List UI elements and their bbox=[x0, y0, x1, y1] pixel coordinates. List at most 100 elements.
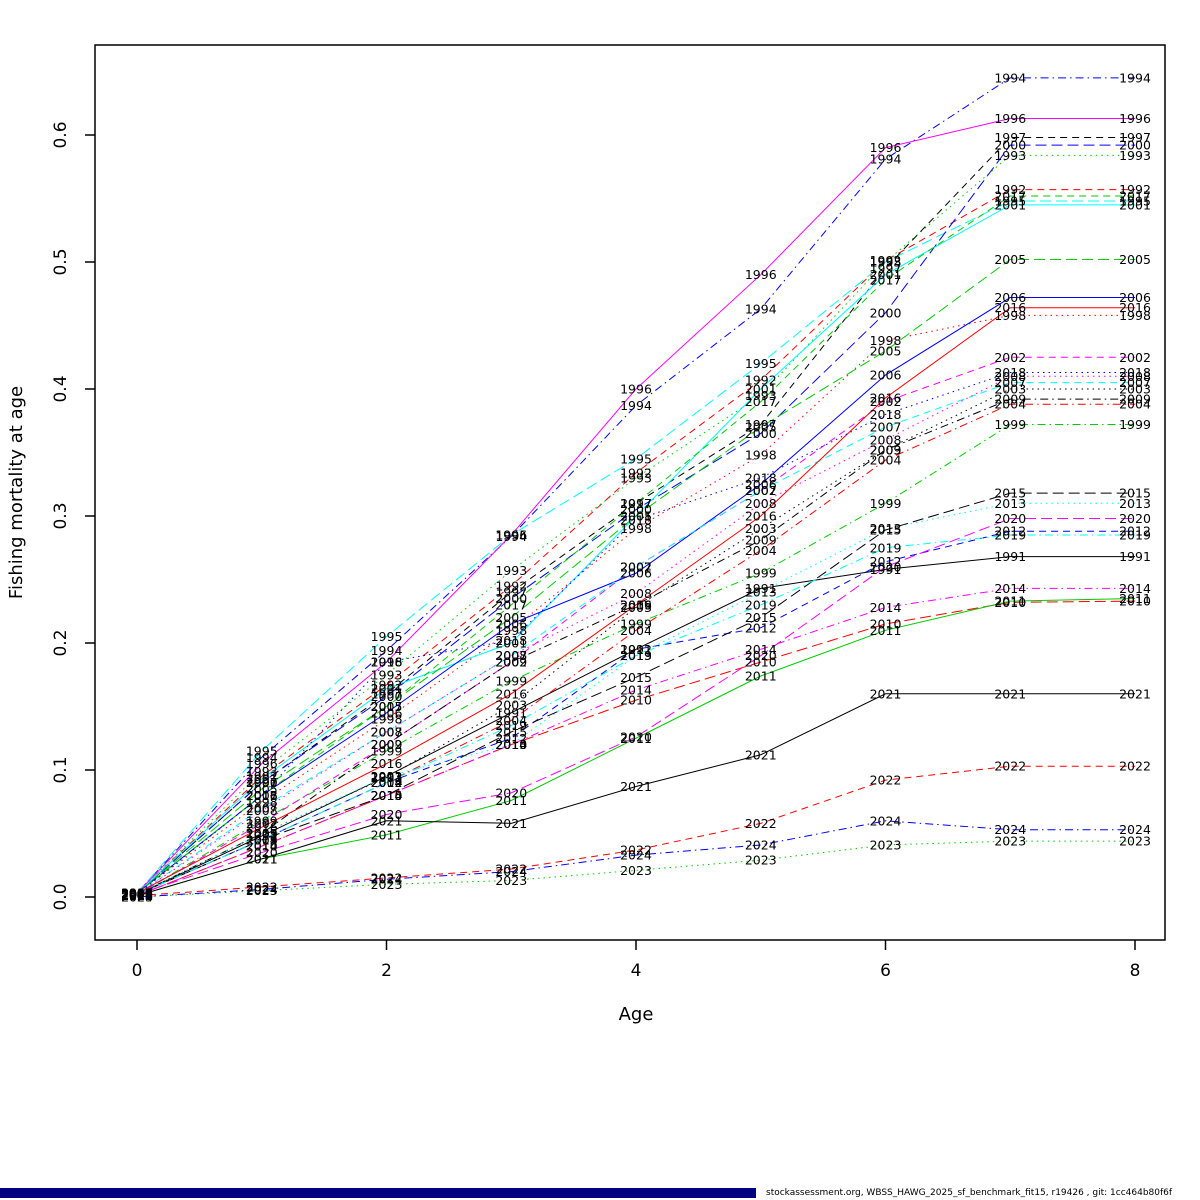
point-label-2015: 2015 bbox=[246, 832, 278, 847]
point-label-2000: 2000 bbox=[246, 775, 278, 790]
point-label-2021: 2021 bbox=[246, 851, 278, 866]
series-line-2017 bbox=[136, 195, 1135, 894]
point-label-1999: 1999 bbox=[121, 887, 153, 902]
point-label-2013: 2013 bbox=[371, 769, 403, 784]
point-label-2018: 2018 bbox=[870, 407, 902, 422]
point-label-2000: 2000 bbox=[870, 305, 902, 320]
point-label-2024: 2024 bbox=[745, 837, 777, 852]
point-label-2008: 2008 bbox=[620, 586, 652, 601]
point-label-2017: 2017 bbox=[994, 188, 1026, 203]
point-label-2016: 2016 bbox=[620, 597, 652, 612]
point-label-2020: 2020 bbox=[994, 511, 1026, 526]
point-label-2021: 2021 bbox=[495, 816, 527, 831]
point-label-2024: 2024 bbox=[1119, 822, 1151, 837]
point-label-1995: 1995 bbox=[994, 194, 1026, 209]
series-line-1996 bbox=[136, 117, 1135, 894]
point-label-2006: 2006 bbox=[745, 477, 777, 492]
point-label-2005: 2005 bbox=[745, 420, 777, 435]
series-line-2018 bbox=[136, 371, 1135, 895]
point-label-1992: 1992 bbox=[246, 769, 278, 784]
point-label-2018: 2018 bbox=[994, 365, 1026, 380]
point-label-1991: 1991 bbox=[870, 562, 902, 577]
point-label-2004: 2004 bbox=[1119, 397, 1151, 412]
point-label-2011: 2011 bbox=[371, 827, 403, 842]
point-label-1991: 1991 bbox=[121, 887, 153, 902]
point-label-2016: 2016 bbox=[495, 686, 527, 701]
series-line-2024 bbox=[136, 820, 1135, 898]
point-label-1998: 1998 bbox=[1119, 308, 1151, 323]
series-line-2000 bbox=[136, 144, 1135, 894]
point-label-2024: 2024 bbox=[870, 813, 902, 828]
point-label-1996: 1996 bbox=[870, 140, 902, 155]
point-label-2003: 2003 bbox=[246, 826, 278, 841]
point-label-2010: 2010 bbox=[495, 737, 527, 752]
point-label-1994: 1994 bbox=[745, 301, 777, 316]
series-line-2011 bbox=[136, 598, 1136, 897]
point-label-1993: 1993 bbox=[121, 886, 153, 901]
point-label-2007: 2007 bbox=[495, 648, 527, 663]
point-label-2019: 2019 bbox=[870, 540, 902, 555]
point-label-2017: 2017 bbox=[620, 496, 652, 511]
point-label-1995: 1995 bbox=[1119, 194, 1151, 209]
series-line-1993 bbox=[136, 154, 1135, 894]
point-label-2013: 2013 bbox=[870, 521, 902, 536]
series-line-1997 bbox=[136, 137, 1135, 894]
x-axis-title: Age bbox=[619, 1004, 654, 1025]
series-line-2003 bbox=[136, 388, 1135, 895]
point-label-2021: 2021 bbox=[745, 747, 777, 762]
point-label-2022: 2022 bbox=[1119, 759, 1151, 774]
point-label-2010: 2010 bbox=[246, 839, 278, 854]
point-label-2023: 2023 bbox=[620, 863, 652, 878]
plot-box bbox=[94, 44, 1166, 941]
point-label-2005: 2005 bbox=[371, 699, 403, 714]
point-label-2014: 2014 bbox=[495, 737, 527, 752]
y-tick-label: 0.6 bbox=[51, 121, 71, 148]
x-tick-label: 4 bbox=[631, 961, 642, 981]
point-label-1999: 1999 bbox=[495, 674, 527, 689]
point-label-2013: 2013 bbox=[745, 585, 777, 600]
series-line-2005 bbox=[136, 258, 1135, 894]
point-label-2023: 2023 bbox=[745, 853, 777, 868]
point-label-1997: 1997 bbox=[994, 130, 1026, 145]
point-label-2002: 2002 bbox=[994, 350, 1026, 365]
point-label-2004: 2004 bbox=[994, 397, 1026, 412]
point-label-2013: 2013 bbox=[994, 496, 1026, 511]
point-label-1992: 1992 bbox=[495, 578, 527, 593]
point-label-2021: 2021 bbox=[994, 686, 1026, 701]
point-label-2007: 2007 bbox=[870, 420, 902, 435]
point-label-2006: 2006 bbox=[495, 616, 527, 631]
point-label-2008: 2008 bbox=[994, 369, 1026, 384]
point-label-2021: 2021 bbox=[620, 779, 652, 794]
point-label-2023: 2023 bbox=[994, 834, 1026, 849]
point-label-2011: 2011 bbox=[121, 888, 153, 903]
point-label-2008: 2008 bbox=[371, 724, 403, 739]
point-label-2003: 2003 bbox=[495, 698, 527, 713]
point-label-1993: 1993 bbox=[620, 470, 652, 485]
point-label-2007: 2007 bbox=[620, 559, 652, 574]
point-label-2006: 2006 bbox=[994, 290, 1026, 305]
point-label-1992: 1992 bbox=[1119, 182, 1151, 197]
point-label-2005: 2005 bbox=[121, 886, 153, 901]
point-label-2000: 2000 bbox=[495, 591, 527, 606]
point-label-1992: 1992 bbox=[620, 465, 652, 480]
point-label-2012: 2012 bbox=[246, 832, 278, 847]
point-label-2001: 2001 bbox=[620, 509, 652, 524]
point-label-2010: 2010 bbox=[994, 595, 1026, 610]
point-label-1996: 1996 bbox=[121, 886, 153, 901]
y-tick-label: 0.4 bbox=[51, 375, 71, 402]
point-label-2014: 2014 bbox=[745, 642, 777, 657]
point-label-2008: 2008 bbox=[246, 803, 278, 818]
point-label-1992: 1992 bbox=[121, 886, 153, 901]
point-label-1995: 1995 bbox=[620, 451, 652, 466]
point-label-2012: 2012 bbox=[121, 887, 153, 902]
point-label-2012: 2012 bbox=[994, 524, 1026, 539]
point-label-2012: 2012 bbox=[1119, 524, 1151, 539]
point-label-2009: 2009 bbox=[745, 533, 777, 548]
point-label-2009: 2009 bbox=[121, 887, 153, 902]
footer-bar bbox=[0, 1188, 756, 1198]
point-label-1993: 1993 bbox=[994, 148, 1026, 163]
point-label-2002: 2002 bbox=[495, 655, 527, 670]
series-line-1995 bbox=[136, 200, 1135, 894]
y-tick-label: 0.5 bbox=[51, 248, 71, 275]
point-label-2016: 2016 bbox=[745, 509, 777, 524]
